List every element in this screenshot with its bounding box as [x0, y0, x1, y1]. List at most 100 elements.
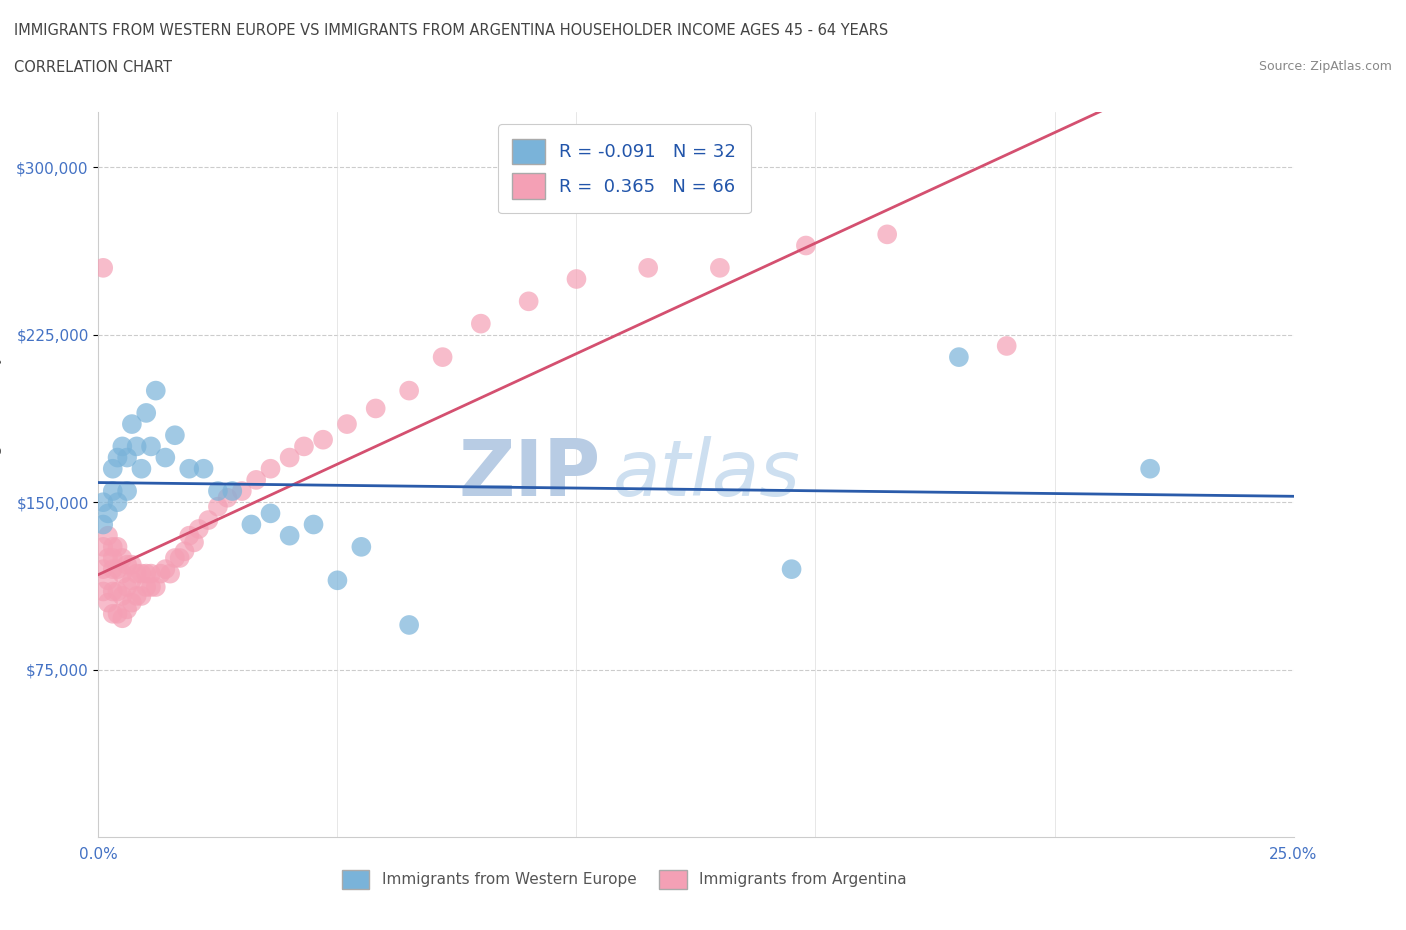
Point: [145, 579, 167, 594]
Point: [115, 450, 138, 465]
Point: [97, 551, 120, 565]
Point: [637, 260, 659, 275]
Point: [91, 584, 114, 599]
Point: [432, 350, 454, 365]
Point: [312, 432, 335, 447]
Point: [183, 535, 205, 550]
Point: [121, 595, 143, 610]
Point: [101, 606, 124, 621]
Point: [111, 439, 134, 454]
Y-axis label: Householder Income Ages 45 - 64 years: Householder Income Ages 45 - 64 years: [0, 321, 3, 628]
Point: [302, 517, 325, 532]
Point: [995, 339, 1018, 353]
Point: [97, 573, 120, 588]
Point: [245, 472, 267, 487]
Point: [173, 544, 195, 559]
Point: [398, 618, 420, 632]
Point: [259, 506, 281, 521]
Point: [107, 495, 129, 510]
Text: IMMIGRANTS FROM WESTERN EUROPE VS IMMIGRANTS FROM ARGENTINA HOUSEHOLDER INCOME A: IMMIGRANTS FROM WESTERN EUROPE VS IMMIGR…: [14, 23, 889, 38]
Point: [398, 383, 420, 398]
Point: [709, 260, 731, 275]
Point: [292, 439, 315, 454]
Point: [139, 566, 162, 581]
Text: CORRELATION CHART: CORRELATION CHART: [14, 60, 172, 75]
Point: [169, 551, 191, 565]
Point: [179, 528, 201, 543]
Point: [107, 539, 129, 554]
Point: [326, 573, 349, 588]
Point: [91, 539, 114, 554]
Point: [101, 461, 124, 476]
Point: [179, 461, 201, 476]
Point: [155, 450, 177, 465]
Point: [278, 528, 301, 543]
Point: [125, 589, 148, 604]
Point: [139, 439, 162, 454]
Point: [121, 557, 143, 572]
Text: Source: ZipAtlas.com: Source: ZipAtlas.com: [1258, 60, 1392, 73]
Text: ZIP: ZIP: [458, 436, 600, 512]
Point: [1139, 461, 1161, 476]
Point: [221, 484, 243, 498]
Point: [131, 566, 153, 581]
Point: [135, 405, 157, 420]
Point: [111, 589, 134, 604]
Point: [159, 566, 181, 581]
Text: atlas: atlas: [613, 436, 800, 512]
Point: [101, 551, 124, 565]
Point: [565, 272, 588, 286]
Point: [187, 522, 209, 537]
Point: [91, 562, 114, 577]
Point: [115, 579, 138, 594]
Point: [278, 450, 301, 465]
Point: [139, 579, 162, 594]
Legend: Immigrants from Western Europe, Immigrants from Argentina: Immigrants from Western Europe, Immigran…: [336, 864, 912, 895]
Point: [145, 383, 167, 398]
Point: [135, 579, 157, 594]
Point: [207, 484, 229, 498]
Point: [336, 417, 359, 432]
Point: [197, 512, 219, 527]
Point: [107, 562, 129, 577]
Point: [155, 562, 177, 577]
Point: [125, 566, 148, 581]
Point: [193, 461, 215, 476]
Point: [217, 490, 239, 505]
Point: [948, 350, 970, 365]
Point: [364, 401, 387, 416]
Point: [101, 584, 124, 599]
Point: [131, 589, 153, 604]
Point: [107, 606, 129, 621]
Point: [121, 417, 143, 432]
Point: [111, 611, 134, 626]
Point: [470, 316, 492, 331]
Point: [259, 461, 281, 476]
Point: [101, 562, 124, 577]
Point: [780, 562, 803, 577]
Point: [125, 439, 148, 454]
Point: [350, 539, 373, 554]
Point: [107, 584, 129, 599]
Point: [111, 551, 134, 565]
Point: [115, 602, 138, 617]
Point: [517, 294, 540, 309]
Point: [163, 428, 186, 443]
Point: [121, 573, 143, 588]
Point: [240, 517, 263, 532]
Point: [131, 461, 153, 476]
Point: [149, 566, 172, 581]
Point: [794, 238, 817, 253]
Point: [207, 499, 229, 514]
Point: [135, 566, 157, 581]
Point: [111, 566, 134, 581]
Point: [231, 484, 253, 498]
Point: [876, 227, 898, 242]
Point: [97, 595, 120, 610]
Point: [101, 539, 124, 554]
Point: [115, 484, 138, 498]
Point: [163, 551, 186, 565]
Point: [91, 260, 114, 275]
Point: [115, 557, 138, 572]
Point: [97, 506, 120, 521]
